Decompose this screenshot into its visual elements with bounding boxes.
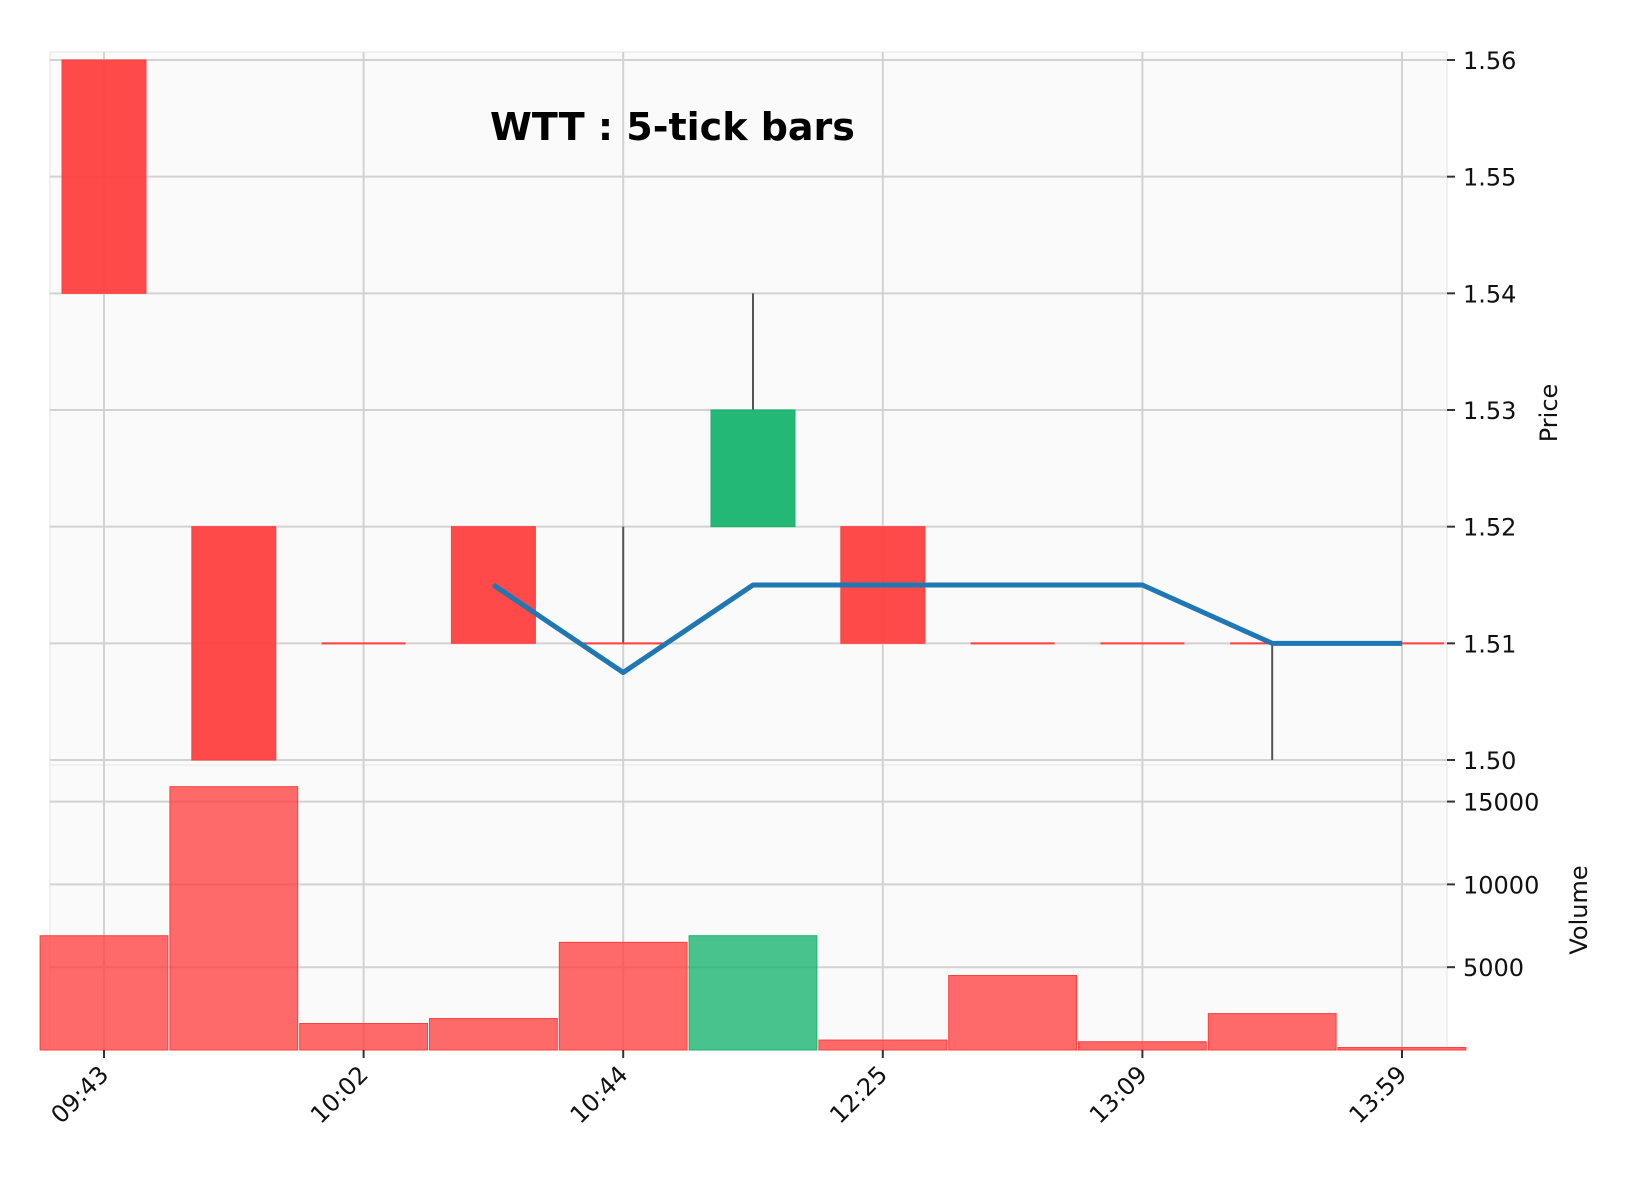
volume-bar (169, 786, 299, 1051)
candle-body (710, 409, 796, 528)
volume-axis-label: Volume (1565, 865, 1593, 954)
volume-bar (558, 941, 688, 1051)
volume-tick-label: 10000 (1463, 871, 1539, 899)
candle-body (191, 526, 277, 761)
x-tick-label: 12:25 (824, 1060, 893, 1129)
price-tick-label: 1.50 (1463, 747, 1516, 775)
x-tick-label: 09:43 (46, 1060, 115, 1129)
volume-bars (39, 786, 1467, 1051)
candle-body (61, 59, 147, 294)
price-tick-label: 1.53 (1463, 397, 1516, 425)
moving-average-line (492, 582, 1402, 675)
volume-tick-label: 15000 (1463, 789, 1539, 817)
volume-bar (948, 974, 1078, 1051)
x-tick-label: 13:09 (1084, 1060, 1153, 1129)
price-tick-label: 1.52 (1463, 514, 1516, 542)
volume-bar (818, 1039, 948, 1051)
candles (61, 59, 1444, 761)
x-tick-label: 10:44 (565, 1060, 634, 1129)
chart-title: WTT : 5-tick bars (490, 105, 855, 149)
price-panel (49, 51, 1448, 766)
volume-bar (1207, 1013, 1337, 1051)
volume-bar (299, 1023, 429, 1051)
price-axis-label: Price (1535, 384, 1563, 443)
x-tick-label: 13:59 (1344, 1060, 1413, 1129)
price-tick-label: 1.54 (1463, 280, 1516, 308)
volume-bar (1078, 1041, 1207, 1051)
volume-bar (429, 1018, 558, 1051)
moving-average (492, 582, 1402, 675)
price-tick-label: 1.56 (1463, 47, 1516, 75)
volume-bar (1337, 1047, 1467, 1051)
price-tick-label: 1.55 (1463, 164, 1516, 192)
x-tick-label: 10:02 (305, 1060, 374, 1129)
price-tick-label: 1.51 (1463, 630, 1516, 658)
volume-tick-label: 5000 (1463, 954, 1524, 982)
volume-bar (39, 935, 169, 1051)
volume-bar (688, 935, 818, 1051)
